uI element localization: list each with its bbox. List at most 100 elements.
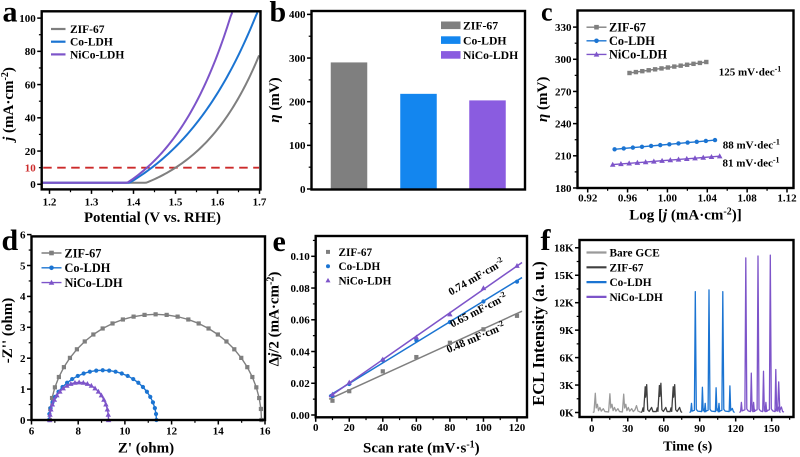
svg-text:30: 30 bbox=[622, 423, 634, 435]
svg-text:6K: 6K bbox=[559, 352, 574, 364]
svg-text:ZIF-67: ZIF-67 bbox=[610, 262, 644, 274]
svg-text:0: 0 bbox=[300, 184, 306, 196]
svg-text:0.10: 0.10 bbox=[290, 251, 310, 263]
svg-text:120: 120 bbox=[509, 422, 526, 434]
svg-text:0.04: 0.04 bbox=[290, 346, 310, 358]
svg-text:NiCo-LDH: NiCo-LDH bbox=[65, 276, 124, 290]
svg-text:3: 3 bbox=[20, 322, 26, 334]
svg-text:NiCo-LDH: NiCo-LDH bbox=[463, 49, 518, 62]
svg-text:NiCo-LDH: NiCo-LDH bbox=[609, 48, 668, 62]
svg-text:-Z'' (ohm): -Z'' (ohm) bbox=[0, 298, 16, 363]
svg-text:240: 240 bbox=[555, 118, 572, 130]
svg-text:6: 6 bbox=[20, 229, 26, 241]
svg-text:20: 20 bbox=[25, 146, 37, 158]
svg-text:1: 1 bbox=[20, 384, 26, 396]
svg-text:Co-LDH: Co-LDH bbox=[609, 34, 655, 48]
svg-text:200: 200 bbox=[289, 97, 306, 109]
svg-text:Potential (V vs. RHE): Potential (V vs. RHE) bbox=[84, 210, 221, 226]
svg-text:Log [j (mA·cm-2)]: Log [j (mA·cm-2)] bbox=[629, 206, 742, 224]
svg-text:0: 0 bbox=[20, 415, 26, 427]
svg-text:NiCo-LDH: NiCo-LDH bbox=[339, 276, 392, 288]
svg-text:Z' (ohm): Z' (ohm) bbox=[118, 440, 174, 456]
svg-text:NiCo-LDH: NiCo-LDH bbox=[70, 49, 124, 61]
svg-text:20: 20 bbox=[344, 422, 356, 434]
svg-text:0.06: 0.06 bbox=[290, 315, 310, 327]
svg-text:270: 270 bbox=[555, 86, 572, 98]
svg-text:16: 16 bbox=[260, 426, 272, 438]
svg-text:10: 10 bbox=[25, 162, 37, 174]
svg-text:e: e bbox=[273, 225, 286, 258]
svg-text:Co-LDH: Co-LDH bbox=[610, 277, 652, 289]
svg-text:0.96: 0.96 bbox=[618, 193, 638, 205]
svg-text:80: 80 bbox=[444, 422, 456, 434]
svg-text:9K: 9K bbox=[559, 325, 574, 337]
svg-text:60: 60 bbox=[411, 422, 423, 434]
svg-text:12: 12 bbox=[166, 426, 178, 438]
svg-text:210: 210 bbox=[555, 151, 572, 163]
svg-text:1.4: 1.4 bbox=[127, 196, 141, 208]
svg-text:ECL Intensity (a. u.): ECL Intensity (a. u.) bbox=[529, 261, 548, 405]
svg-text:0K: 0K bbox=[559, 407, 574, 419]
svg-text:η (mV): η (mV) bbox=[535, 77, 551, 122]
svg-text:1.2: 1.2 bbox=[43, 196, 57, 208]
svg-text:1.6: 1.6 bbox=[211, 196, 225, 208]
svg-text:60: 60 bbox=[658, 423, 670, 435]
svg-text:2: 2 bbox=[20, 353, 26, 365]
svg-text:300: 300 bbox=[289, 53, 306, 65]
svg-text:18K: 18K bbox=[554, 243, 574, 255]
svg-text:ZIF-67: ZIF-67 bbox=[463, 20, 498, 33]
svg-text:10: 10 bbox=[119, 426, 131, 438]
svg-text:150: 150 bbox=[763, 423, 780, 435]
svg-text:0: 0 bbox=[589, 423, 595, 435]
svg-text:0: 0 bbox=[30, 179, 36, 191]
svg-text:Bare GCE: Bare GCE bbox=[610, 248, 660, 260]
svg-text:400: 400 bbox=[289, 9, 306, 21]
svg-text:ZIF-67: ZIF-67 bbox=[609, 21, 646, 35]
svg-text:Co-LDH: Co-LDH bbox=[463, 34, 507, 47]
svg-text:1.5: 1.5 bbox=[169, 196, 183, 208]
svg-text:0: 0 bbox=[313, 422, 319, 434]
svg-text:Scan rate (mV·s-1): Scan rate (mV·s-1) bbox=[363, 439, 480, 457]
svg-text:6: 6 bbox=[29, 426, 35, 438]
svg-text:η (mV): η (mV) bbox=[267, 77, 283, 122]
svg-text:Co-LDH: Co-LDH bbox=[70, 37, 113, 49]
svg-text:90: 90 bbox=[694, 423, 706, 435]
svg-text:1.00: 1.00 bbox=[658, 193, 678, 205]
svg-text:Co-LDH: Co-LDH bbox=[339, 261, 381, 273]
svg-text:a: a bbox=[3, 0, 18, 28]
svg-text:0.92: 0.92 bbox=[578, 193, 598, 205]
svg-text:Co-LDH: Co-LDH bbox=[65, 261, 111, 275]
svg-text:ZIF-67: ZIF-67 bbox=[339, 247, 373, 259]
svg-text:40: 40 bbox=[377, 422, 389, 434]
svg-text:60: 60 bbox=[25, 79, 37, 91]
svg-text:1.7: 1.7 bbox=[253, 196, 267, 208]
svg-text:40: 40 bbox=[25, 113, 37, 125]
svg-text:15K: 15K bbox=[554, 270, 574, 282]
svg-text:81 mV·dec-1: 81 mV·dec-1 bbox=[722, 155, 779, 170]
svg-text:100: 100 bbox=[289, 140, 306, 152]
svg-text:1.12: 1.12 bbox=[777, 193, 797, 205]
svg-text:8: 8 bbox=[75, 426, 81, 438]
svg-text:1.3: 1.3 bbox=[85, 196, 99, 208]
svg-text:f: f bbox=[541, 224, 552, 257]
svg-text:ZIF-67: ZIF-67 bbox=[70, 24, 105, 36]
svg-text:3K: 3K bbox=[559, 380, 574, 392]
svg-text:80: 80 bbox=[25, 46, 37, 58]
svg-text:125 mV·dec-1: 125 mV·dec-1 bbox=[719, 64, 782, 79]
svg-text:14: 14 bbox=[213, 426, 225, 438]
svg-text:1.08: 1.08 bbox=[738, 193, 758, 205]
svg-text:88 mV·dec-1: 88 mV·dec-1 bbox=[723, 137, 780, 152]
svg-text:Time (s): Time (s) bbox=[663, 440, 712, 455]
svg-text:1.04: 1.04 bbox=[698, 193, 718, 205]
svg-text:300: 300 bbox=[555, 54, 572, 66]
svg-text:100: 100 bbox=[475, 422, 492, 434]
svg-text:180: 180 bbox=[555, 183, 572, 195]
svg-text:NiCo-LDH: NiCo-LDH bbox=[610, 292, 664, 304]
svg-text:0.00: 0.00 bbox=[290, 410, 310, 422]
svg-text:100: 100 bbox=[19, 13, 36, 25]
svg-text:12K: 12K bbox=[554, 297, 574, 309]
svg-text:4: 4 bbox=[20, 291, 26, 303]
svg-text:120: 120 bbox=[727, 423, 744, 435]
svg-text:d: d bbox=[2, 224, 19, 257]
svg-text:ZIF-67: ZIF-67 bbox=[65, 246, 102, 260]
